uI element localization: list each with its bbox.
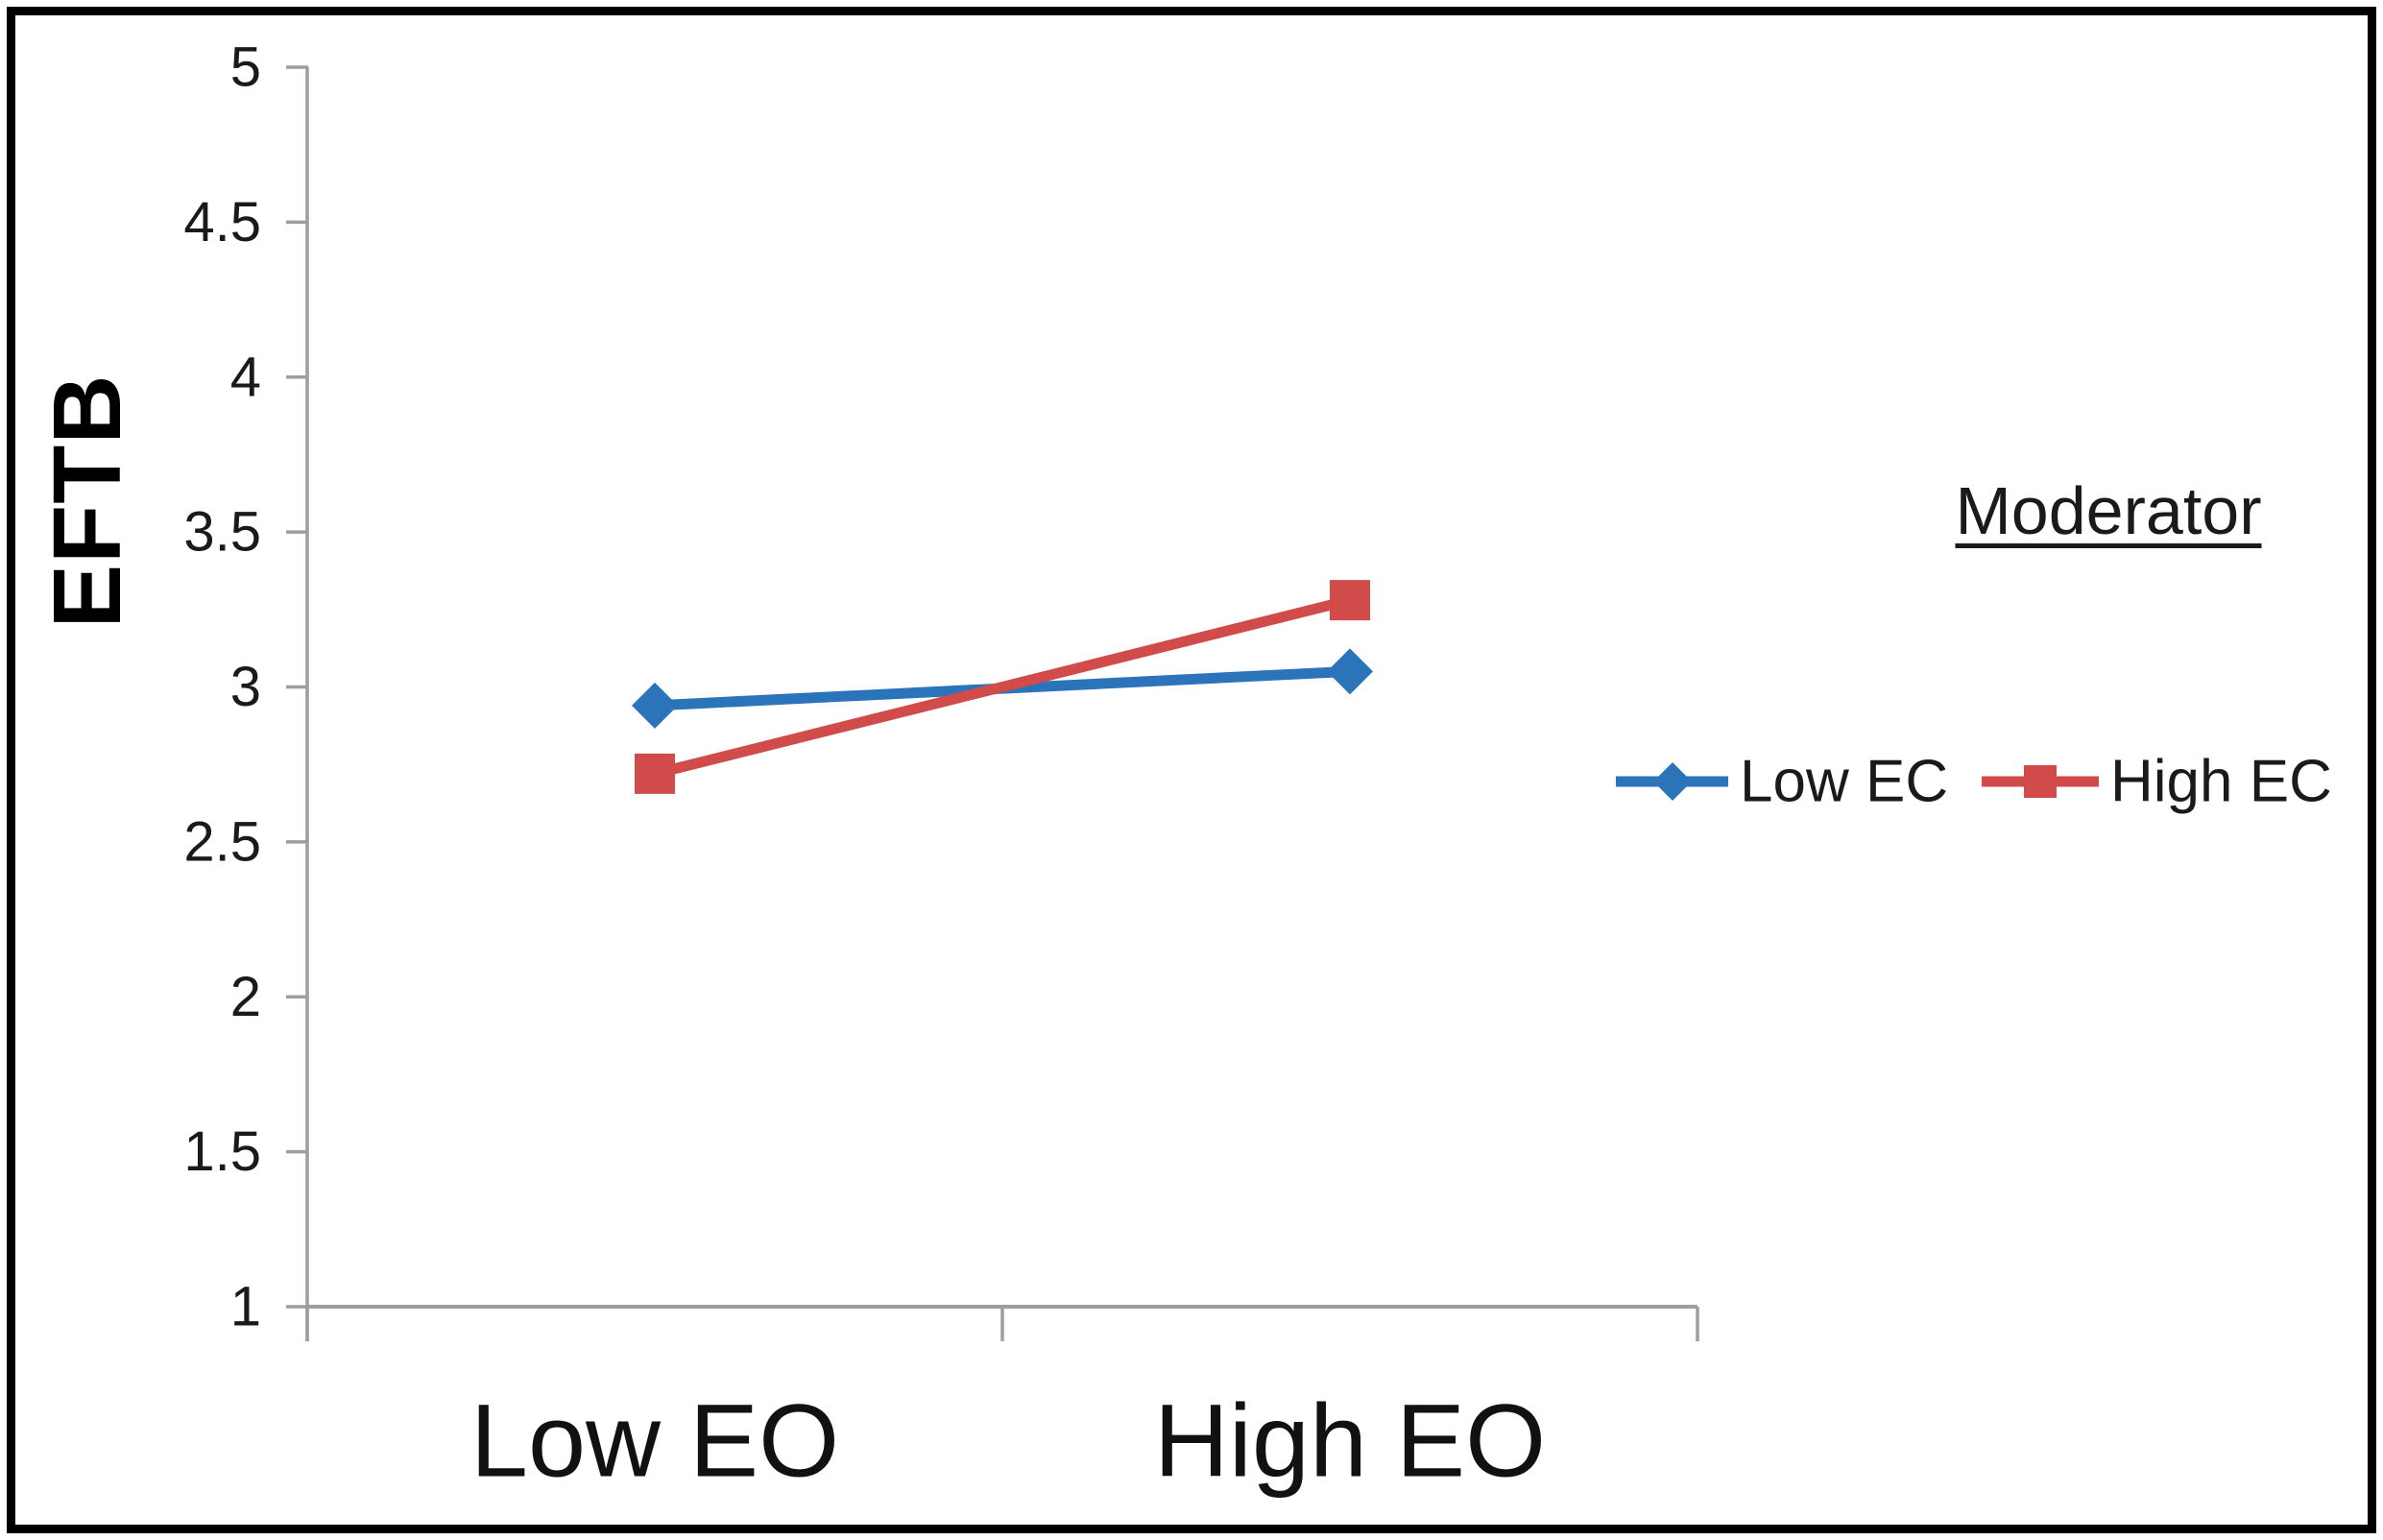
y-tick-label: 3.5 (183, 501, 261, 564)
y-tick-label: 3 (230, 656, 261, 718)
y-tick-label: 4.5 (183, 191, 261, 253)
x-category-label: Low EO (470, 1383, 839, 1499)
x-category-label: High EO (1154, 1383, 1546, 1499)
legend-marker (2024, 765, 2057, 798)
chart-frame (7, 7, 2376, 1533)
data-point-marker (635, 753, 675, 794)
legend-label: High EC (2110, 749, 2332, 815)
data-point-marker (1327, 648, 1373, 695)
legend-title: Moderator (1955, 473, 2262, 548)
y-tick-label: 1 (230, 1276, 261, 1338)
y-axis-title: EFTB (33, 373, 141, 629)
series-line (653, 594, 1352, 780)
data-point-marker (632, 682, 678, 729)
y-tick-label: 5 (230, 36, 261, 99)
legend-marker (1653, 762, 1692, 801)
data-point-marker (1330, 580, 1370, 621)
legend-label: Low EC (1740, 749, 1948, 815)
y-tick-label: 4 (230, 346, 261, 408)
y-tick-label: 2 (230, 966, 261, 1028)
y-tick-label: 1.5 (183, 1120, 261, 1183)
y-tick-label: 2.5 (183, 810, 261, 873)
